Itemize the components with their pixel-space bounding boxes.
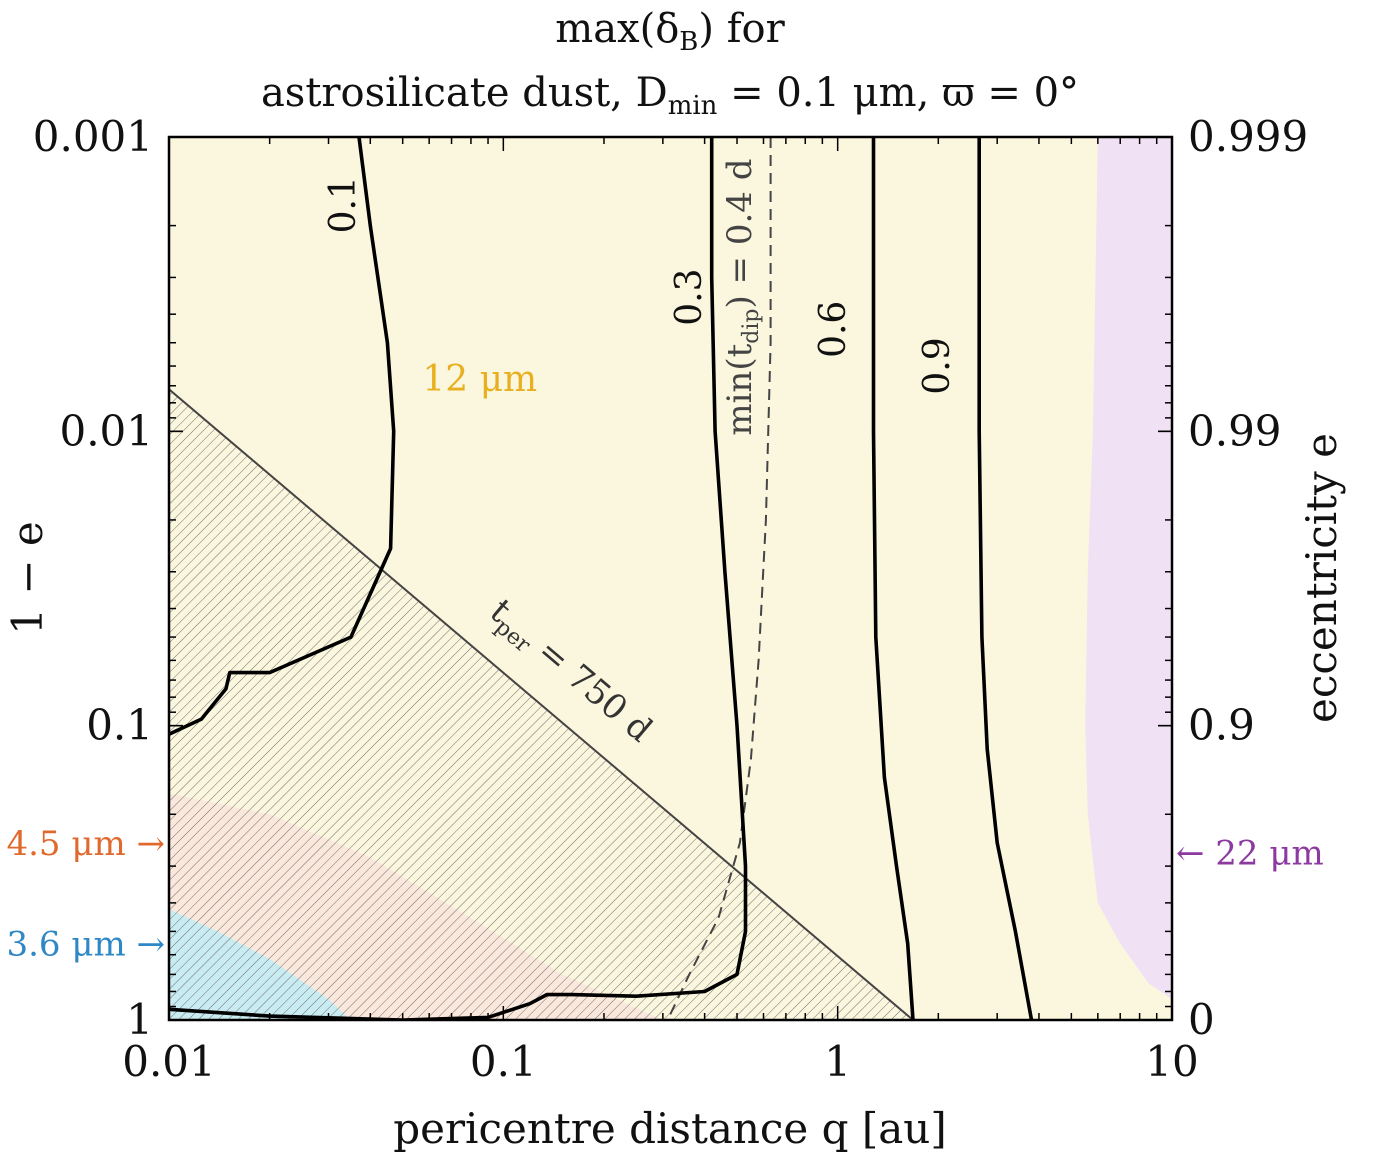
contour-01-0 bbox=[169, 137, 396, 736]
contour-01-1 bbox=[169, 137, 748, 1020]
period-line bbox=[169, 388, 914, 1020]
y-tick-label-right: 0 bbox=[1188, 995, 1215, 1044]
y-tick-label-right: 0.9 bbox=[1188, 701, 1255, 750]
y-tick-label-left: 0.001 bbox=[33, 112, 153, 161]
y-axis-label-left: 1 − e bbox=[3, 521, 52, 634]
plot-frame bbox=[167, 135, 1174, 1022]
y-tick-label-right: 0.999 bbox=[1188, 112, 1308, 161]
contour-label-3: 0.9 bbox=[917, 337, 958, 394]
x-tick-label: 0.01 bbox=[122, 1037, 216, 1086]
contour-label-0: 0.1 bbox=[323, 176, 364, 233]
contour-label-2: 0.6 bbox=[813, 301, 854, 358]
contour-09-3 bbox=[977, 137, 1034, 1020]
dashed-curve-label: min(tdip) = 0.4 d bbox=[720, 159, 764, 436]
edge-label-36m: 3.6 μm → bbox=[6, 925, 165, 965]
y-axis-label-right: eccentricity e bbox=[1297, 433, 1346, 723]
edge-label-22m: ← 22 μm bbox=[1176, 834, 1324, 874]
x-tick-label: 0.1 bbox=[470, 1037, 537, 1086]
y-tick-label-left: 1 bbox=[126, 995, 153, 1044]
dashed-curve-min-tdip bbox=[666, 137, 772, 1020]
contour-06-2 bbox=[871, 137, 915, 1020]
x-axis-label: pericentre distance q [au] bbox=[393, 1104, 947, 1153]
y-tick-label-left: 0.1 bbox=[86, 701, 153, 750]
x-tick-label: 10 bbox=[1145, 1037, 1198, 1086]
chart-title-line2: astrosilicate dust, Dmin = 0.1 μm, ϖ = 0… bbox=[261, 70, 1079, 121]
y-tick-label-left: 0.01 bbox=[59, 406, 153, 455]
y-tick-label-right: 0.99 bbox=[1188, 406, 1282, 455]
x-tick-label: 1 bbox=[824, 1037, 851, 1086]
contour-label-1: 0.3 bbox=[669, 268, 710, 325]
chart-title-line1: max(δB) for bbox=[555, 6, 785, 57]
region-22m bbox=[1085, 137, 1172, 1000]
edge-label-45m: 4.5 μm → bbox=[6, 824, 165, 864]
region-label-12um: 12 μm bbox=[422, 359, 537, 400]
